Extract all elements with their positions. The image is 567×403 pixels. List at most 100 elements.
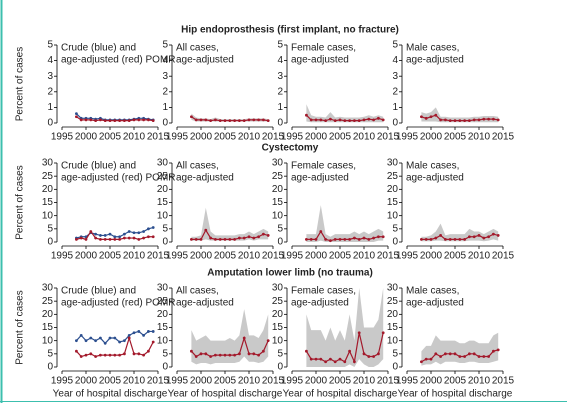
data-point [113, 119, 117, 123]
data-point [472, 235, 476, 239]
data-point [103, 353, 107, 357]
data-point [214, 118, 217, 122]
y-tick-label: 2 [47, 86, 53, 97]
data-point [448, 237, 452, 241]
data-point [147, 227, 150, 231]
data-point [496, 348, 500, 352]
data-point [434, 113, 438, 117]
x-tick-label: 1995 [281, 376, 304, 387]
x-tick-label: 2010 [238, 376, 261, 387]
data-point [348, 119, 351, 123]
y-tick-label: 4 [277, 55, 283, 66]
data-point [238, 236, 241, 240]
x-tick-label: 2010 [123, 132, 146, 143]
data-point [482, 236, 486, 240]
data-point [190, 115, 193, 119]
x-tick-label: 2010 [238, 132, 261, 143]
panel-label: age-adjusted [406, 298, 464, 309]
data-point [377, 116, 380, 120]
data-point [367, 117, 371, 121]
x-tick-label: 2005 [214, 376, 237, 387]
data-point [233, 119, 237, 123]
y-tick-label: 30 [42, 283, 54, 294]
y-tick-label: 20 [387, 309, 399, 320]
data-point [482, 117, 486, 121]
data-point [108, 237, 112, 241]
y-tick-label: 5 [47, 348, 53, 359]
data-point [448, 119, 452, 123]
data-point [147, 118, 150, 122]
x-tick-label: 2000 [420, 251, 443, 262]
data-point [228, 119, 232, 123]
panel-label: All cases, [176, 161, 219, 172]
data-point [204, 352, 208, 356]
x-tick-label: 2000 [305, 251, 328, 262]
y-tick-label: 0 [277, 362, 283, 373]
data-point [252, 118, 256, 122]
data-point [252, 352, 256, 356]
data-point [113, 237, 117, 241]
data-point [75, 349, 78, 353]
data-point [199, 352, 203, 356]
panel-label: Crude (blue) and [61, 43, 136, 54]
data-point [319, 118, 323, 122]
x-tick-label: 2015 [262, 251, 285, 262]
data-point [472, 118, 476, 122]
data-point [319, 230, 323, 233]
y-tick-label: 0 [162, 118, 168, 129]
x-tick-label: 2000 [75, 132, 98, 143]
y-tick-label: 20 [272, 309, 284, 320]
data-point [113, 235, 117, 239]
data-point [108, 353, 112, 357]
data-point [429, 237, 433, 241]
y-tick-label: 10 [42, 210, 54, 221]
data-point [377, 352, 380, 356]
data-point [127, 119, 131, 123]
y-tick-label: 3 [277, 71, 283, 82]
data-point [123, 232, 126, 236]
data-point [99, 237, 102, 241]
data-point [218, 353, 222, 357]
data-point [204, 118, 208, 122]
x-tick-label: 2005 [329, 132, 352, 143]
data-point [209, 236, 213, 240]
y-tick-label: 1 [47, 102, 53, 113]
data-point [266, 234, 270, 237]
data-point [142, 118, 146, 122]
data-point [492, 349, 495, 353]
data-point [132, 236, 136, 240]
data-point [199, 237, 203, 241]
data-point [487, 355, 490, 358]
row-title: Amputation lower limb (no trauma) [207, 268, 373, 279]
data-point [314, 118, 318, 122]
data-point [132, 352, 136, 356]
panel-label: age-adjusted [176, 298, 234, 309]
x-tick-label: 2015 [262, 376, 285, 387]
y-tick-label: 10 [272, 335, 284, 346]
y-tick-label: 5 [277, 40, 283, 51]
y-tick-label: 4 [47, 55, 53, 66]
y-tick-label: 20 [272, 184, 284, 195]
data-point [142, 353, 146, 357]
data-point [439, 118, 442, 122]
data-point [372, 118, 375, 122]
data-point [84, 339, 88, 343]
panel-label: Female cases, [291, 286, 356, 297]
data-point [343, 237, 347, 241]
x-tick-label: 2005 [329, 376, 352, 387]
data-point [453, 119, 457, 123]
y-tick-label: 1 [162, 102, 168, 113]
x-tick-label: 2010 [353, 132, 376, 143]
data-point [477, 234, 481, 237]
data-point [333, 119, 337, 123]
data-point [463, 237, 466, 241]
data-point [123, 119, 126, 123]
y-tick-label: 20 [387, 184, 399, 195]
data-point [99, 336, 102, 340]
data-point [247, 118, 251, 122]
row-title: Cystectomy [262, 143, 319, 154]
data-point [75, 237, 78, 241]
y-tick-label: 15 [42, 322, 54, 333]
x-tick-label: 2015 [377, 132, 400, 143]
